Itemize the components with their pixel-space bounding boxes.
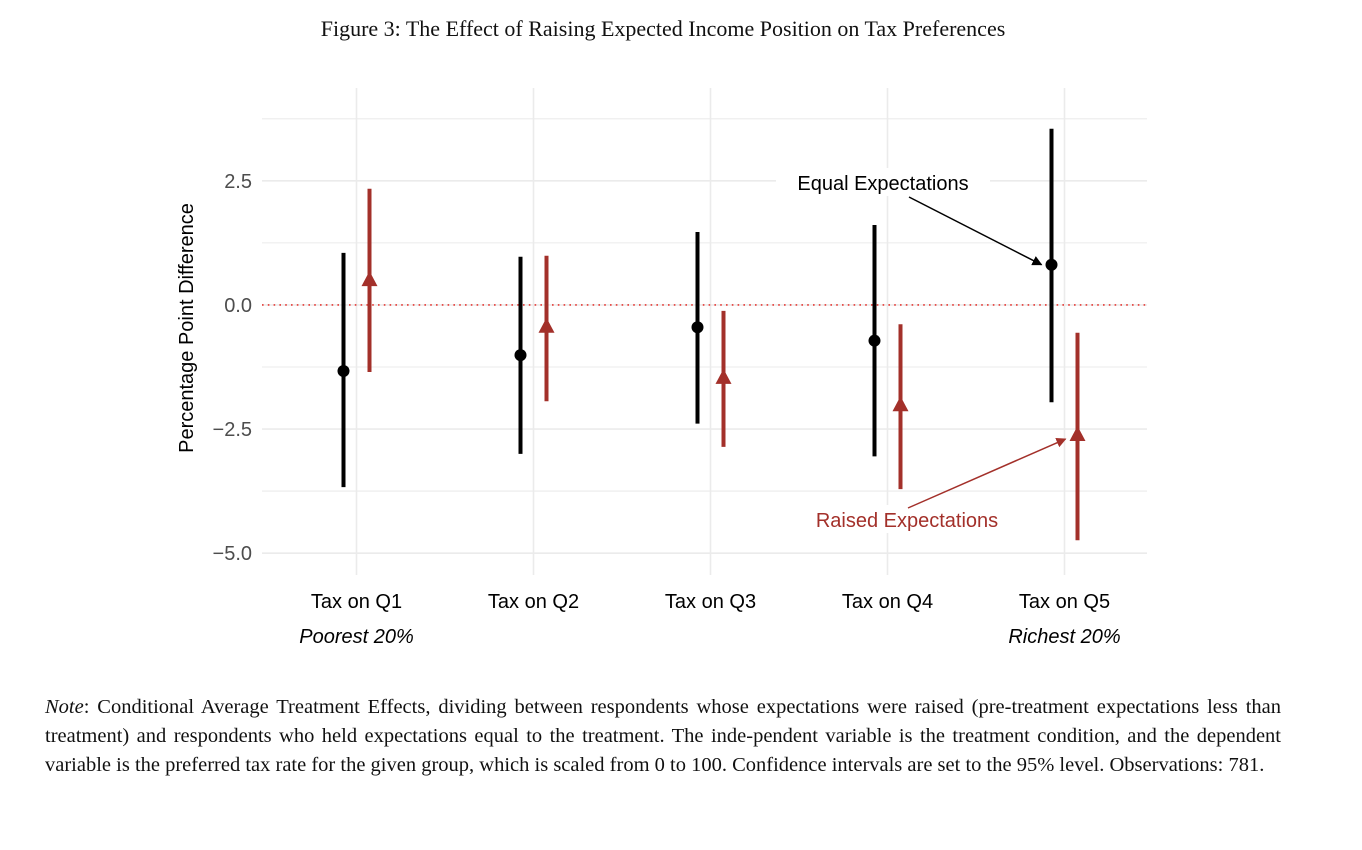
data-marks <box>337 128 1086 541</box>
point-estimate <box>337 364 350 377</box>
point-estimate <box>892 396 909 412</box>
y-tick-label: −5.0 <box>213 543 252 565</box>
note-text: : Conditional Average Treatment Effects,… <box>45 696 1281 776</box>
y-tick-label: 0.0 <box>224 295 252 317</box>
y-axis-ticks: −5.0 −2.5 0.0 2.5 <box>213 171 252 565</box>
point-estimate <box>691 321 704 334</box>
annotation-background <box>776 168 990 196</box>
point-estimate <box>1045 258 1058 271</box>
x-tick-sublabel: Poorest 20% <box>299 626 414 648</box>
figure-title: Figure 3: The Effect of Raising Expected… <box>320 16 1006 41</box>
figure-note: Note: Conditional Average Treatment Effe… <box>45 693 1281 780</box>
annotations: Equal Expectations Raised Expectations <box>776 168 1067 533</box>
point-estimate <box>1069 426 1086 442</box>
point-estimate <box>868 334 881 347</box>
x-tick-label: Tax on Q3 <box>665 591 756 613</box>
x-tick-label: Tax on Q2 <box>488 591 579 613</box>
point-estimate <box>538 317 555 333</box>
grid <box>262 88 1147 575</box>
y-tick-label: −2.5 <box>213 419 252 441</box>
point-estimate <box>514 349 527 362</box>
point-estimate <box>715 368 732 384</box>
x-axis-ticks: Tax on Q1 Poorest 20% Tax on Q2 Tax on Q3 Ta… <box>299 591 1120 648</box>
x-tick-label: Tax on Q5 <box>1019 591 1110 613</box>
annotation-background <box>793 505 1021 533</box>
series-equal-expectations <box>337 128 1058 488</box>
note-label: Note <box>45 696 84 718</box>
annotation-arrow-equal <box>908 196 1043 266</box>
series-raised-expectations <box>361 188 1086 541</box>
x-tick-sublabel: Richest 20% <box>1008 626 1120 648</box>
x-tick-label: Tax on Q1 <box>311 591 402 613</box>
annotation-equal-expectations: Equal Expectations <box>797 173 968 195</box>
point-estimate <box>361 271 378 287</box>
y-tick-label: 2.5 <box>224 171 252 193</box>
annotation-arrow-raised <box>907 438 1067 509</box>
x-tick-label: Tax on Q4 <box>842 591 933 613</box>
annotation-raised-expectations: Raised Expectations <box>816 510 998 532</box>
y-axis-label: Percentage Point Difference <box>176 203 198 453</box>
